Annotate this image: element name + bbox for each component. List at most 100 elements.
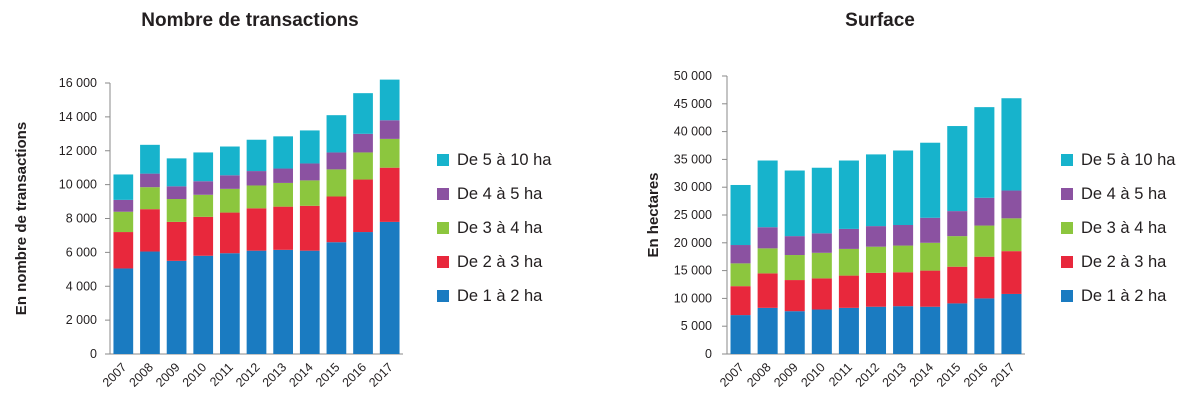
legend-swatch (1061, 290, 1073, 302)
x-tick-label: 2012 (233, 360, 263, 390)
bar-segment (353, 232, 373, 354)
bar-segment (299, 163, 320, 181)
y-tick-label: 10 000 (59, 178, 97, 192)
bar-segment (379, 138, 400, 168)
legend-swatch (1061, 154, 1073, 166)
x-tick-label: 2009 (771, 360, 801, 390)
y-tick-label: 0 (705, 347, 712, 361)
bar-segment (113, 174, 134, 200)
bar-segment (811, 309, 832, 354)
bar-segment (379, 79, 400, 121)
bar-segment (193, 194, 214, 217)
bar-segment (838, 228, 859, 249)
bar-segment (757, 273, 778, 308)
bar-segment (1001, 190, 1022, 219)
x-tick-label: 2010 (798, 360, 828, 390)
legend-swatch (1061, 222, 1073, 234)
bar-segment (140, 187, 160, 210)
y-tick-label: 14 000 (59, 110, 97, 124)
bar-segment (784, 311, 805, 354)
bar-segment (379, 167, 400, 222)
bar-segment (299, 205, 320, 251)
bar-segment (1001, 98, 1022, 191)
x-tick-label: 2013 (260, 360, 290, 390)
bar-segment (784, 170, 805, 237)
bar-segment (353, 133, 373, 153)
x-tick-label: 2017 (366, 360, 396, 390)
legend-label: De 3 à 4 ha (457, 219, 543, 237)
y-tick-label: 12 000 (59, 144, 97, 158)
bar-segment (379, 120, 400, 139)
bar-segment (730, 263, 751, 287)
legend-label: De 4 à 5 ha (1081, 185, 1167, 203)
bar-segment (974, 107, 995, 198)
bar-segment (166, 158, 187, 187)
y-tick-label: 5 000 (681, 319, 712, 333)
legend-label: De 5 à 10 ha (1081, 151, 1176, 169)
bar-segment (811, 278, 832, 310)
bar-segment (273, 136, 293, 169)
bar-segment (113, 268, 134, 354)
y-tick-label: 25 000 (674, 208, 712, 222)
bar-segment (1001, 293, 1022, 354)
y-tick-label: 4 000 (66, 279, 97, 293)
bar-segment (246, 139, 267, 172)
x-tick-label: 2007 (717, 360, 747, 390)
bar-segment (974, 298, 995, 354)
x-tick-label: 2010 (180, 360, 210, 390)
legend-label: De 1 à 2 ha (1081, 287, 1167, 305)
legend-swatch (437, 154, 449, 166)
y-tick-label: 40 000 (674, 125, 712, 139)
bar-segment (920, 142, 941, 218)
bar-segment (353, 152, 373, 180)
bar-segment (730, 245, 751, 264)
bar-segment (326, 152, 347, 170)
bar-segment (893, 225, 914, 246)
bar-segment (326, 196, 347, 243)
bar-segment (974, 197, 995, 226)
x-tick-label: 2015 (934, 360, 964, 390)
y-tick-label: 6 000 (66, 245, 97, 259)
bar-segment (893, 272, 914, 307)
bar-segment (865, 272, 887, 307)
bar-segment (730, 184, 751, 246)
bar-segment (1001, 218, 1022, 252)
bar-segment (246, 208, 267, 251)
x-tick-label: 2011 (207, 360, 236, 389)
chart-title-surface: Surface (845, 10, 915, 31)
bar-segment (757, 160, 778, 228)
bar-segment (893, 306, 914, 354)
bar-segment (273, 206, 293, 250)
bar-segment (273, 182, 293, 207)
bar-segment (220, 212, 240, 254)
y-tick-label: 15 000 (674, 264, 712, 278)
bar-segment (140, 173, 160, 188)
bar-segment (166, 221, 187, 261)
bar-segment (811, 167, 832, 234)
bar-segment (865, 246, 887, 273)
bar-segment (974, 256, 995, 299)
y-tick-label: 20 000 (674, 236, 712, 250)
bar-segment (865, 306, 887, 354)
bar-segment (893, 245, 914, 273)
legend-swatch (437, 222, 449, 234)
y-tick-label: 50 000 (674, 69, 712, 83)
bar-segment (838, 248, 859, 276)
bar-segment (299, 130, 320, 164)
x-tick-label: 2013 (880, 360, 910, 390)
y-tick-label: 30 000 (674, 180, 712, 194)
bar-segment (838, 160, 859, 229)
bar-segment (838, 307, 859, 354)
bar-segment (273, 249, 293, 354)
y-axis-label: En nombre de transactions (13, 122, 30, 315)
x-tick-label: 2017 (988, 360, 1018, 390)
x-tick-label: 2014 (907, 360, 937, 390)
bar-segment (920, 242, 941, 271)
bar-segment (299, 250, 320, 354)
bar-segment (379, 221, 400, 354)
bar-segment (220, 188, 240, 213)
bar-segment (920, 306, 941, 354)
bar-segment (220, 146, 240, 176)
